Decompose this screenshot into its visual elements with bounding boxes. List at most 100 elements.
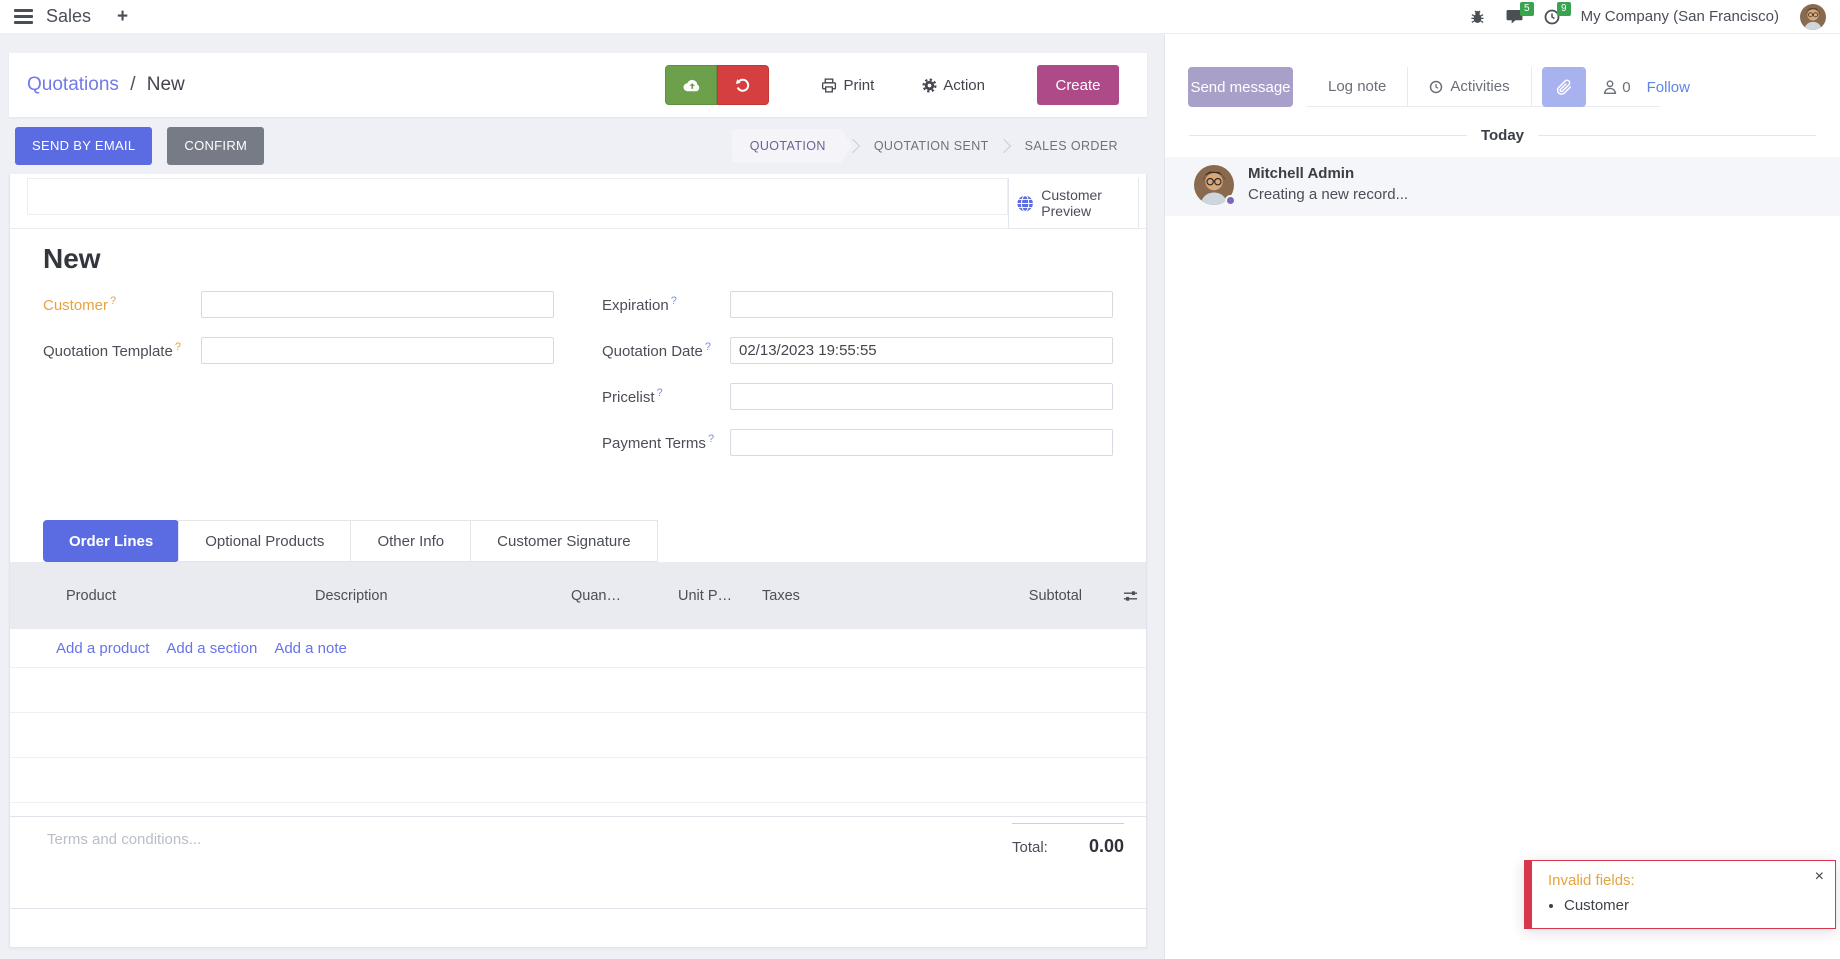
column-product: Product xyxy=(66,587,116,604)
form-sheet: Customer Preview New Customer? Quotation… xyxy=(9,174,1147,948)
user-avatar[interactable] xyxy=(1800,3,1826,30)
company-switcher[interactable]: My Company (San Francisco) xyxy=(1580,8,1779,25)
globe-icon xyxy=(1017,194,1033,212)
gear-icon xyxy=(922,77,937,93)
add-a-section-link[interactable]: Add a section xyxy=(166,639,258,657)
column-taxes: Taxes xyxy=(762,587,800,604)
field-group: Customer? Quotation Template? Expiration… xyxy=(43,291,1113,475)
divider xyxy=(1530,67,1532,106)
order-lines-header: Product Description Quan… Unit P… Taxes … xyxy=(10,562,1146,629)
create-button[interactable]: Create xyxy=(1037,65,1119,105)
tab-other-info[interactable]: Other Info xyxy=(350,520,472,562)
field-row-payment-terms: Payment Terms? xyxy=(602,429,1113,456)
activities-label: Activities xyxy=(1450,78,1510,95)
payment-terms-label[interactable]: Payment Terms xyxy=(602,435,706,452)
pricelist-label[interactable]: Pricelist xyxy=(602,389,655,406)
activities-tab[interactable]: Activities xyxy=(1408,67,1530,106)
empty-order-line-row xyxy=(10,713,1146,758)
print-button[interactable]: Print xyxy=(821,77,874,94)
tab-customer-signature[interactable]: Customer Signature xyxy=(470,520,658,562)
stage-quotation[interactable]: QUOTATION xyxy=(732,129,852,163)
stage-quotation-sent[interactable]: QUOTATION SENT xyxy=(873,138,989,153)
field-row-quotation-template: Quotation Template? xyxy=(43,337,554,364)
apps-menu-icon[interactable] xyxy=(14,9,33,24)
field-row-quotation-date: Quotation Date? xyxy=(602,337,1113,364)
toast-close-icon[interactable]: × xyxy=(1814,868,1824,885)
quotation-date-label[interactable]: Quotation Date xyxy=(602,343,703,360)
message-author[interactable]: Mitchell Admin xyxy=(1248,165,1355,182)
total-block: Total: 0.00 xyxy=(1012,823,1124,857)
field-row-customer: Customer? xyxy=(43,291,554,318)
cloud-upload-icon xyxy=(683,79,700,91)
empty-order-line-row xyxy=(10,758,1146,803)
breadcrumb-current: New xyxy=(146,74,185,95)
payment-terms-help-icon[interactable]: ? xyxy=(707,433,715,445)
total-label: Total: xyxy=(1012,839,1048,856)
person-icon xyxy=(1604,80,1617,94)
invalid-fields-toast: Invalid fields: × Customer xyxy=(1524,860,1836,929)
pricelist-help-icon[interactable]: ? xyxy=(656,387,663,399)
statusbar: QUOTATION QUOTATION SENT SALES ORDER xyxy=(732,129,1132,163)
attach-files-button[interactable] xyxy=(1542,67,1587,107)
message-body: Creating a new record... xyxy=(1248,186,1409,203)
customer-help-icon[interactable]: ? xyxy=(110,295,117,307)
clock-icon xyxy=(1430,80,1443,93)
quotation-date-input[interactable] xyxy=(730,337,1113,364)
action-label: Action xyxy=(943,76,985,94)
paperclip-icon xyxy=(1557,79,1572,95)
action-menu-button[interactable]: Action xyxy=(922,77,985,94)
save-record-button[interactable] xyxy=(665,65,718,105)
quotation-date-help-icon[interactable]: ? xyxy=(704,341,712,353)
confirm-button[interactable]: CONFIRM xyxy=(167,126,265,165)
breadcrumb-separator: / xyxy=(130,74,136,95)
chatter-panel: Send message Log note Activities 0 xyxy=(1164,34,1840,959)
expiration-help-icon[interactable]: ? xyxy=(670,295,677,307)
column-unit-price: Unit P… xyxy=(678,587,732,604)
optional-columns-icon[interactable] xyxy=(1123,588,1138,603)
sheet-footer: Total: 0.00 xyxy=(10,816,1146,909)
terms-and-conditions-input[interactable] xyxy=(47,831,567,848)
debug-bug-icon[interactable] xyxy=(1470,9,1485,25)
messages-badge: 5 xyxy=(1520,2,1534,16)
quotation-template-label[interactable]: Quotation Template xyxy=(43,343,173,360)
order-lines-add-row: Add a product Add a section Add a note xyxy=(10,629,1146,668)
chatter-tabs: Log note Activities xyxy=(1307,67,1660,107)
stage-sales-order[interactable]: SALES ORDER xyxy=(1024,138,1118,153)
activities-badge: 9 xyxy=(1557,1,1571,16)
add-a-note-link[interactable]: Add a note xyxy=(274,639,347,657)
chatter-right-tools: 0 Follow xyxy=(1542,67,1690,107)
expiration-input[interactable] xyxy=(730,291,1113,318)
tab-order-lines[interactable]: Order Lines xyxy=(43,520,180,562)
customer-preview-button[interactable]: Customer Preview xyxy=(1008,178,1139,229)
save-discard-group xyxy=(665,65,770,105)
send-by-email-button[interactable]: SEND BY EMAIL xyxy=(15,126,153,165)
notebook-tabs: Order Lines Optional Products Other Info… xyxy=(43,520,1146,562)
quotation-template-input[interactable] xyxy=(201,337,554,364)
payment-terms-input[interactable] xyxy=(730,429,1113,456)
app-name[interactable]: Sales xyxy=(46,6,92,26)
expiration-label[interactable]: Expiration xyxy=(602,297,669,314)
log-note-tab[interactable]: Log note xyxy=(1328,78,1387,95)
messages-icon[interactable]: 5 xyxy=(1506,2,1534,24)
field-row-expiration: Expiration? xyxy=(602,291,1113,318)
activities-clock-icon[interactable]: 9 xyxy=(1544,1,1571,25)
quotation-template-help-icon[interactable]: ? xyxy=(174,341,181,353)
customer-input[interactable] xyxy=(201,291,554,318)
add-a-product-link[interactable]: Add a product xyxy=(56,639,150,657)
customer-label[interactable]: Customer xyxy=(43,297,109,314)
followers-button[interactable]: 0 xyxy=(1602,78,1631,96)
toast-title: Invalid fields: xyxy=(1548,872,1635,889)
undo-icon xyxy=(736,78,750,92)
send-message-button[interactable]: Send message xyxy=(1188,67,1293,107)
field-row-pricelist: Pricelist? xyxy=(602,383,1113,410)
chatter-message: Mitchell Admin Creating a new record... xyxy=(1165,157,1840,216)
pricelist-input[interactable] xyxy=(730,383,1113,410)
tab-optional-products[interactable]: Optional Products xyxy=(178,520,352,562)
printer-icon xyxy=(822,77,837,93)
breadcrumb-quotations-link[interactable]: Quotations xyxy=(27,74,119,95)
follow-button[interactable]: Follow xyxy=(1646,78,1690,96)
new-tab-button[interactable]: + xyxy=(117,5,129,27)
discard-changes-button[interactable] xyxy=(717,65,770,105)
followers-count: 0 xyxy=(1622,78,1631,96)
divider xyxy=(1407,67,1409,106)
